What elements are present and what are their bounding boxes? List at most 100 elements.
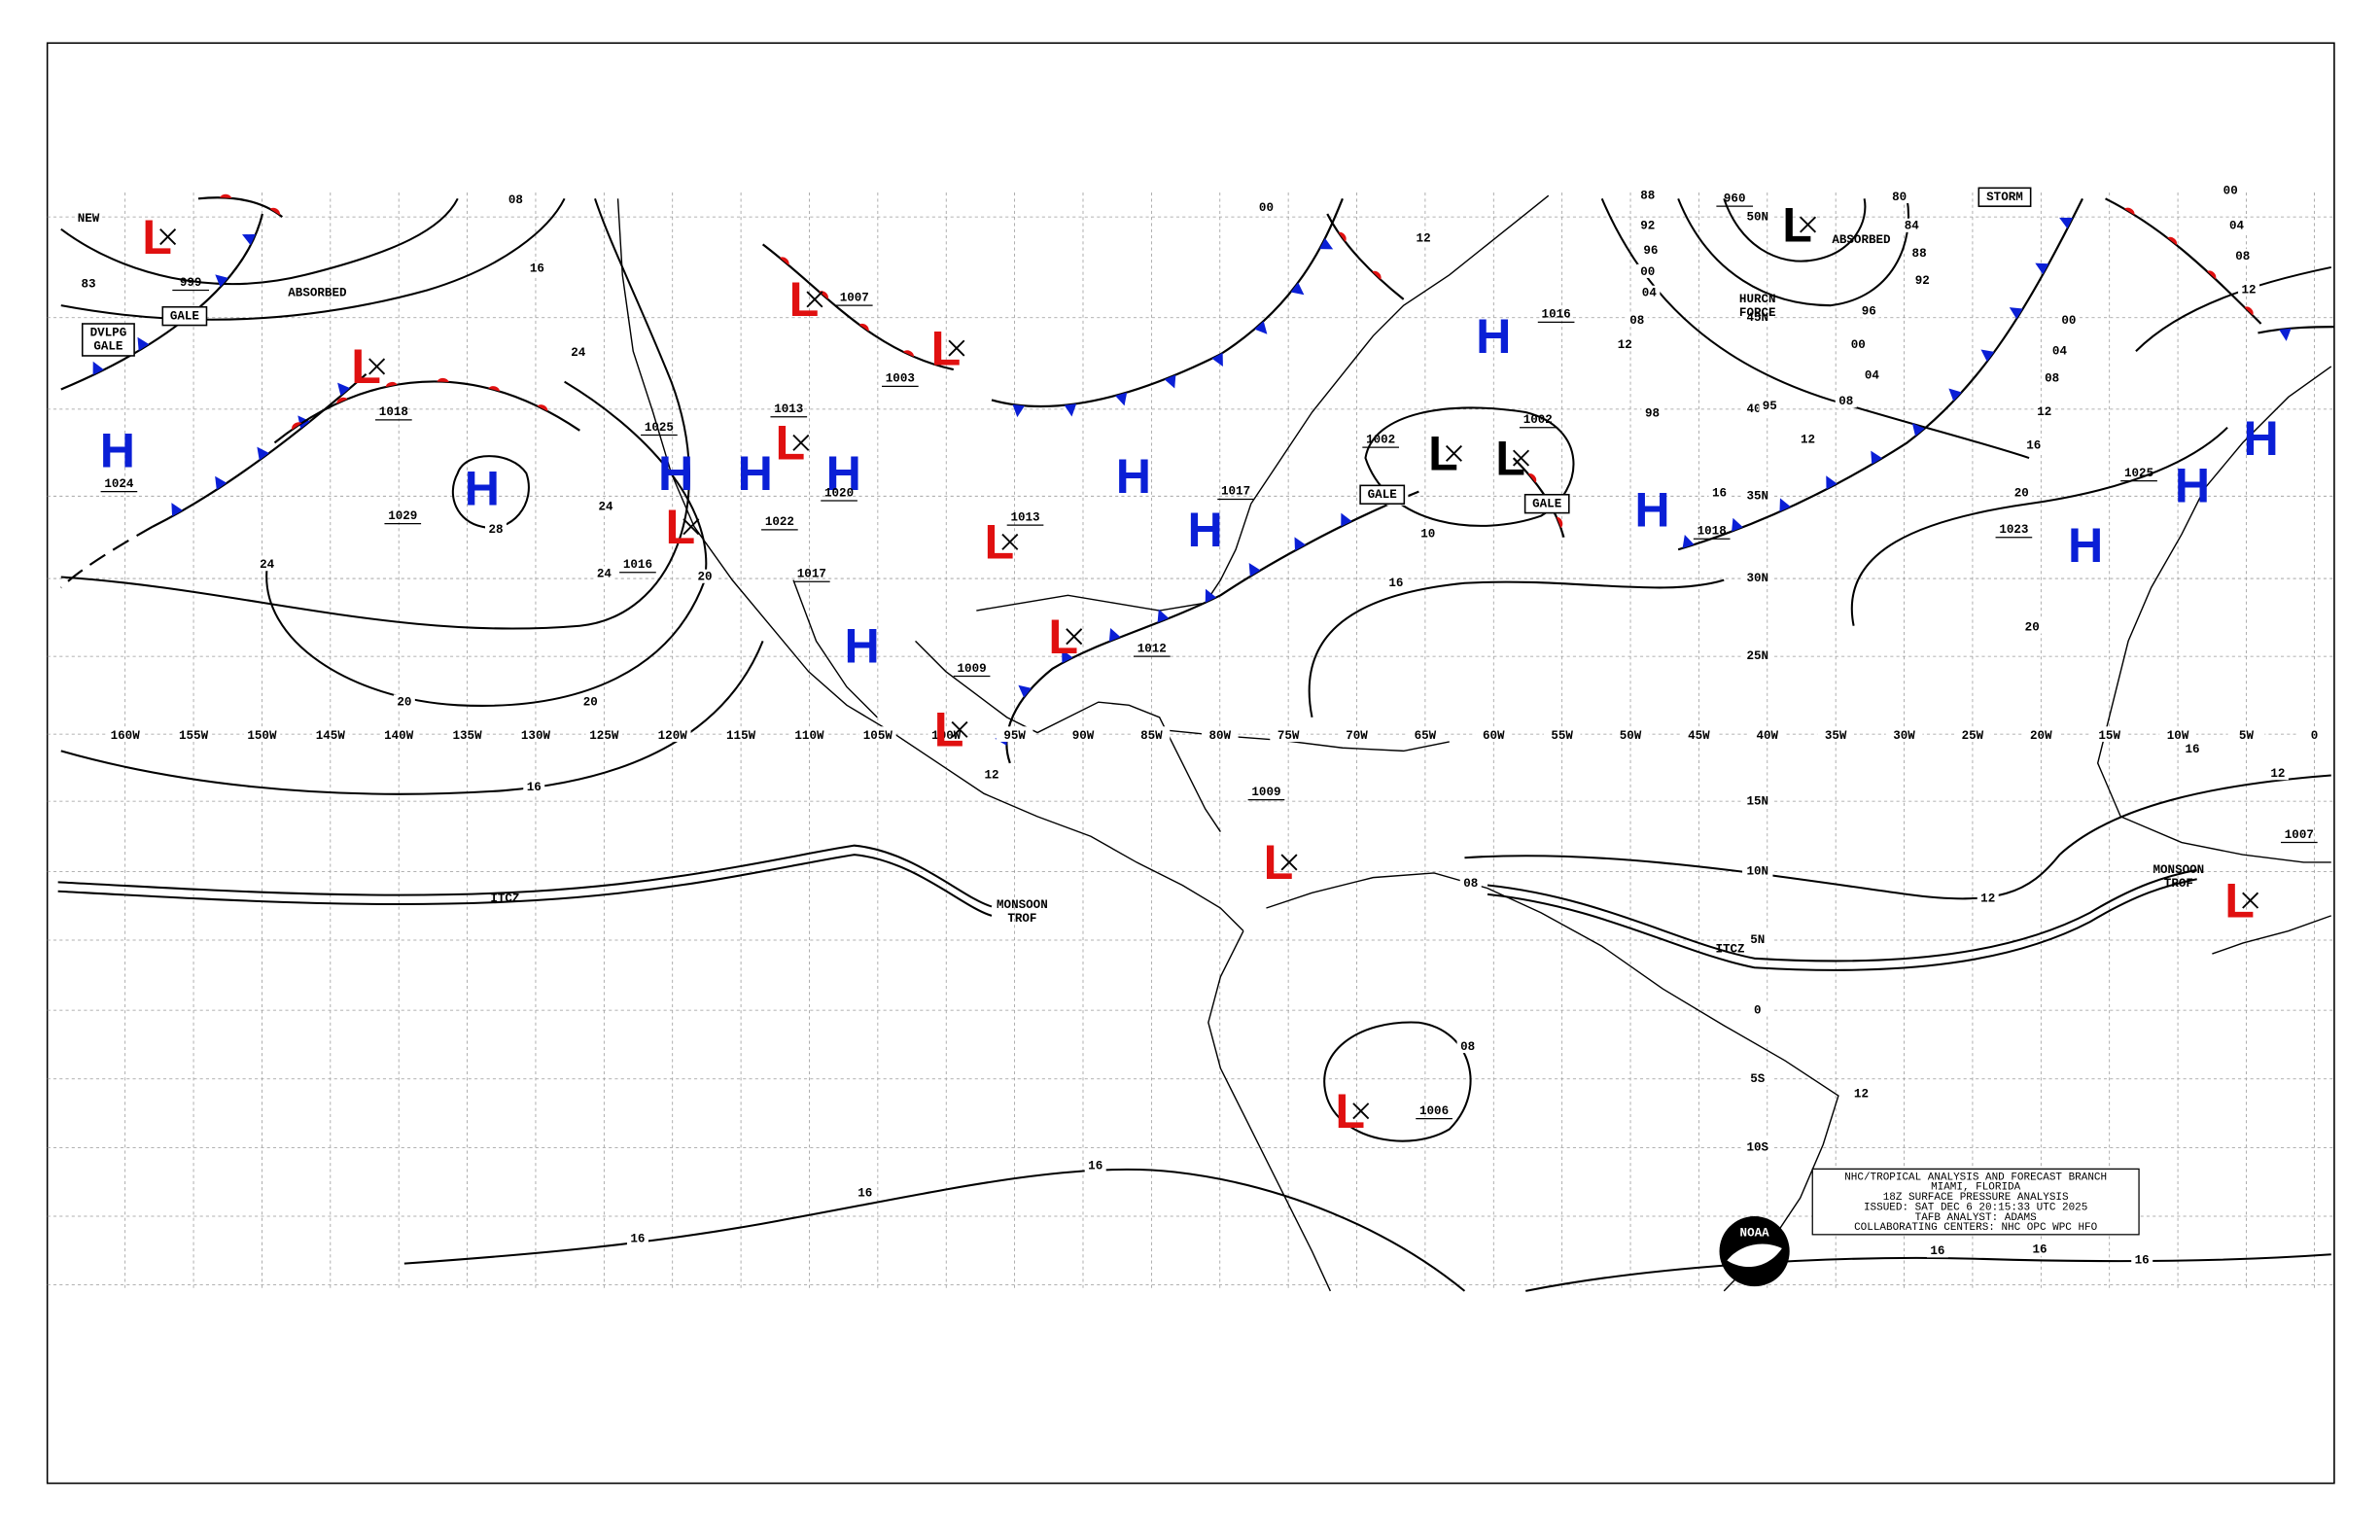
isobar-label: 20 [697,571,712,584]
latitude-label: 30N [1746,572,1768,585]
lon-label-bg [2227,726,2265,742]
lon-label-bg [1612,726,1649,742]
isobar-label: 00 [1851,338,1866,352]
front-pip [215,475,228,490]
center-x [2242,892,2259,909]
front-pip [779,257,789,266]
annotation: MONSOON TROF [997,898,1048,926]
isobar-label: 12 [2270,767,2285,781]
center-pressure: 1012 [1138,642,1167,655]
center-pressure: 1016 [1542,308,1571,322]
longitude-label: 120W [658,729,688,743]
isobar-label: 12 [2037,405,2051,419]
center-pressure: 1018 [1698,525,1727,539]
pressure-center: H [1476,309,1511,364]
label-box [1359,484,1406,505]
isobar-label-bg [1888,189,1910,204]
center-pressure: 1029 [388,509,417,523]
cold-front [1005,490,1419,764]
pressure-center: H [465,462,500,516]
center-pressure: 1020 [824,486,854,500]
longitude-label: 90W [1072,729,1095,743]
warm-front [273,380,580,444]
lon-label-bg [790,726,828,742]
center-pressure: 1009 [958,662,987,676]
latitude-label: 5N [1750,933,1765,947]
longitude-label: 135W [453,729,483,743]
front-pip [137,336,150,351]
longitude-label: 140W [384,729,414,743]
warm-front [197,196,283,219]
isobar-label-bg [393,694,415,709]
lon-label-bg [2159,726,2196,742]
longitude-label: 50W [1620,729,1642,743]
front-pip [1012,403,1025,418]
isobar-label-bg [1413,230,1435,245]
longitude-label: 105W [863,729,893,743]
lon-label-bg [2022,726,2060,742]
longitude-label: 55W [1551,729,1573,743]
isobar-label: 16 [1930,1244,1944,1258]
center-pressure: 1016 [623,558,652,572]
center-pressure: 1025 [645,421,674,435]
lat-label-bg [1742,930,1773,947]
front-pip [488,386,501,392]
latitude-label: 45N [1746,311,1768,325]
front-pip [1779,498,1791,512]
lon-label-bg [653,726,691,742]
pressure-center: H [1188,503,1223,557]
boxed-label: GALE [1368,488,1398,502]
isobar-label: 04 [2229,220,2245,233]
annotation: ABSORBED [1832,233,1891,247]
lat-label-bg [1742,647,1773,663]
lon-label-bg [1270,726,1307,742]
isobar-label: 84 [1905,220,1920,233]
lon-label-bg [448,726,486,742]
isobar-label: 12 [1801,433,1815,446]
front-pip [1294,537,1307,551]
isobar-label: 20 [2014,486,2029,500]
latitude-label: 25N [1746,649,1768,663]
isobar-label: 12 [1618,338,1632,352]
latitude-label: 15N [1746,794,1768,808]
front-pip [269,207,281,216]
lat-label-bg [1742,1138,1773,1154]
isobar-label: 08 [1838,395,1853,408]
isobar-label-bg [1255,199,1278,215]
lat-label-bg [1742,207,1773,224]
info-box-frame [1811,1168,2140,1236]
longitude-label: 80W [1208,729,1231,743]
longitude-label: 160W [111,729,141,743]
front-pip [1205,588,1217,603]
center-x [951,720,968,738]
label-box [1978,187,2032,207]
front-pip [1826,475,1838,490]
front-pip [1319,238,1334,250]
front-pip [1372,270,1382,280]
front-pip [219,193,232,198]
info-line: 18Z SURFACE PRESSURE ANALYSIS [1883,1192,2069,1204]
front-pip [257,446,269,461]
cold-front [991,197,1344,408]
isobar-label: 16 [858,1187,872,1201]
isobar-label: 16 [1088,1159,1102,1172]
isobar-label: 16 [2185,743,2199,756]
front-pip [2244,306,2254,316]
pressure-center: H [2243,411,2278,466]
center-x [948,339,965,357]
front-pip [2279,328,2292,341]
isobar-label: 16 [2135,1254,2150,1268]
isobar-label-bg [2182,741,2203,756]
isobar-label-bg [1636,263,1659,278]
lat-label-bg [1742,1000,1773,1017]
isobar-label-bg [854,1185,876,1200]
isobar-label-bg [2021,619,2044,634]
isobar-label: 12 [1980,892,1995,906]
lon-label-bg [1954,726,1991,742]
latitude-label: 5S [1750,1072,1766,1086]
pressure-center: H [738,446,773,501]
lon-label-bg [859,726,896,742]
boxed-label: DVLPG GALE [90,327,127,354]
isobar-label: 80 [1892,191,1907,204]
